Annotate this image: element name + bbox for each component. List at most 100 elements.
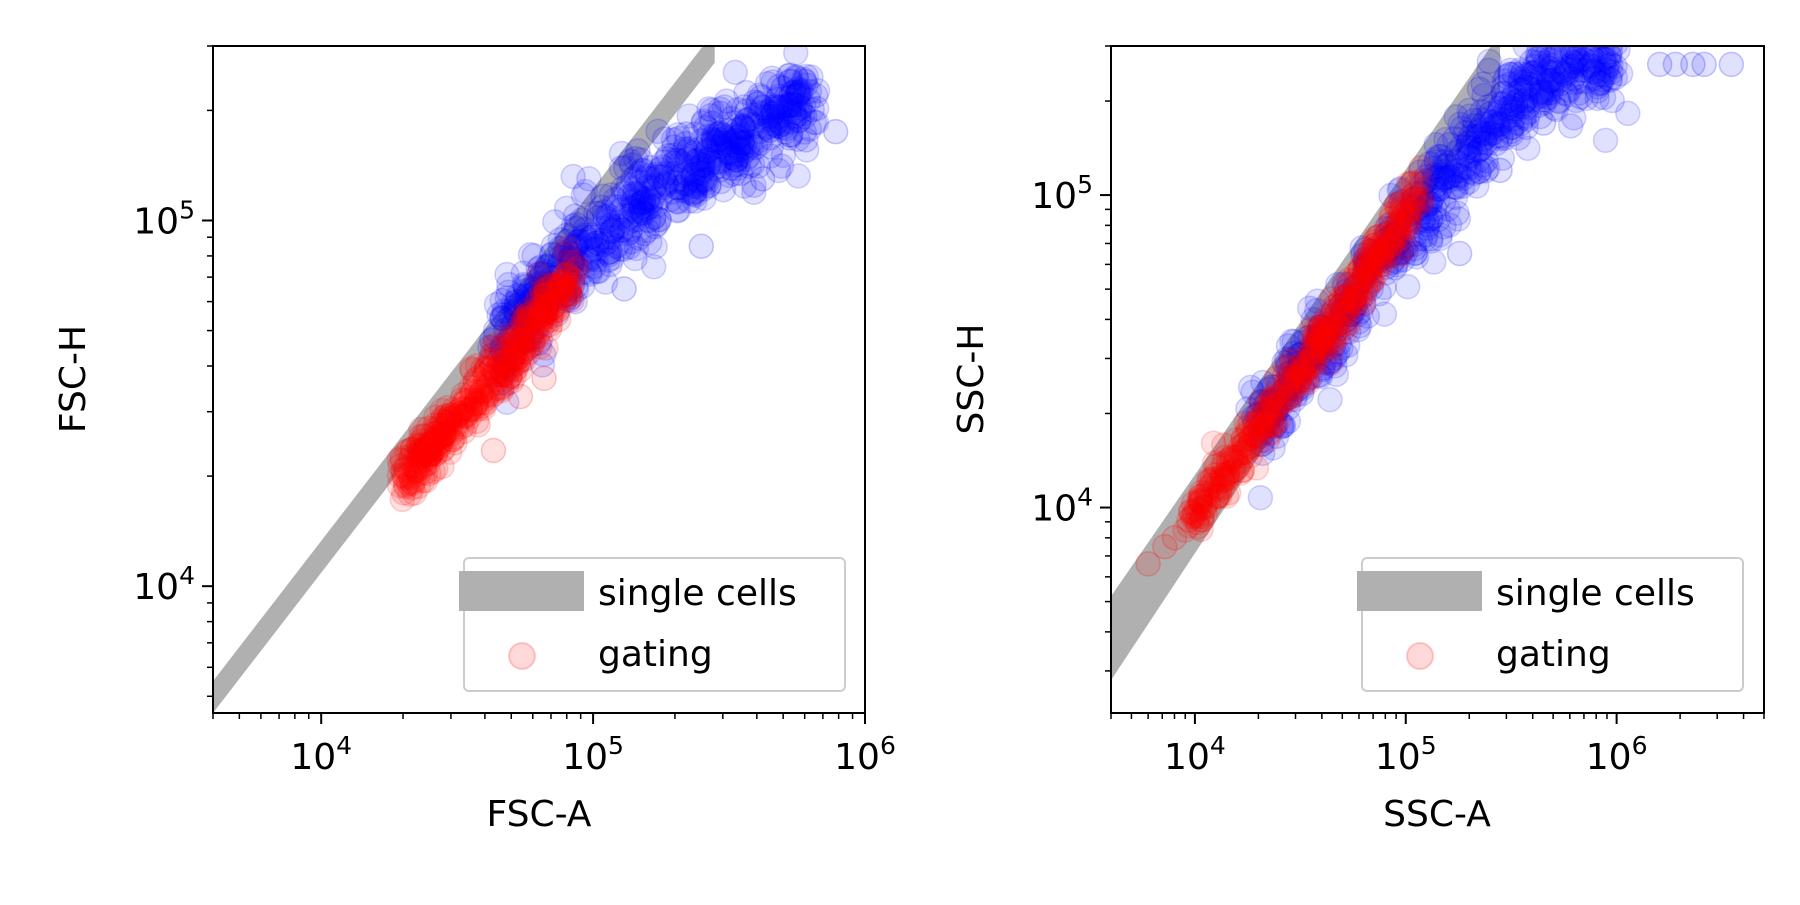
data-point — [506, 327, 532, 353]
data-point — [638, 166, 664, 192]
data-point — [1324, 339, 1351, 366]
data-point — [488, 304, 515, 331]
y-axis-label: FSC-H — [53, 325, 94, 433]
data-point — [642, 234, 668, 260]
data-point — [770, 75, 796, 101]
data-point — [706, 133, 733, 160]
data-point — [622, 145, 649, 172]
data-point — [1498, 86, 1525, 112]
data-point — [804, 78, 831, 104]
data-point — [1334, 283, 1360, 310]
data-point — [786, 100, 812, 127]
data-point — [1454, 135, 1481, 161]
data-point — [1557, 52, 1584, 79]
data-point — [653, 146, 680, 172]
data-point — [686, 160, 712, 186]
data-point — [513, 277, 539, 304]
data-point — [1484, 123, 1511, 149]
data-point — [1470, 71, 1496, 97]
data-point — [535, 262, 561, 289]
data-point — [585, 205, 611, 231]
data-point — [682, 182, 709, 209]
data-point — [439, 405, 466, 431]
data-point — [505, 350, 531, 376]
data-point — [449, 386, 475, 413]
data-point — [738, 105, 764, 132]
data-point — [1364, 250, 1390, 276]
data-point — [1275, 360, 1302, 387]
data-point — [401, 467, 427, 494]
data-point — [510, 309, 537, 335]
data-point — [638, 188, 664, 215]
data-point — [757, 106, 784, 133]
data-point — [534, 276, 560, 302]
data-point — [1401, 240, 1428, 267]
data-point — [523, 296, 549, 322]
data-point — [492, 349, 518, 376]
data-point — [689, 127, 715, 154]
data-point — [664, 175, 690, 201]
data-point — [1571, 46, 1597, 73]
data-point — [424, 425, 451, 451]
data-point — [543, 295, 570, 321]
data-point — [1597, 46, 1624, 65]
data-point — [571, 222, 598, 248]
data-point — [562, 245, 589, 272]
data-point — [430, 421, 456, 447]
data-point — [710, 177, 737, 203]
data-point — [506, 344, 533, 370]
data-point — [518, 310, 544, 337]
data-point — [534, 254, 560, 280]
data-point — [590, 183, 616, 209]
data-point — [621, 198, 648, 224]
data-point — [475, 382, 501, 408]
data-point — [546, 253, 573, 279]
data-point — [1561, 46, 1587, 61]
data-point — [538, 303, 564, 330]
data-point — [1485, 112, 1511, 139]
data-point — [701, 127, 727, 154]
data-point — [1584, 74, 1611, 100]
data-point — [1518, 60, 1544, 86]
data-point — [758, 134, 785, 160]
data-point — [1527, 103, 1554, 130]
data-point — [1393, 239, 1419, 266]
data-point — [698, 143, 724, 170]
data-point — [476, 372, 502, 399]
data-point — [401, 453, 427, 479]
data-point — [553, 222, 580, 248]
data-point — [1412, 203, 1438, 230]
data-point — [769, 111, 795, 138]
data-point — [721, 152, 748, 178]
data-point — [539, 295, 566, 321]
data-point — [682, 178, 708, 205]
data-point — [444, 402, 471, 428]
data-point — [559, 272, 586, 298]
data-point — [1404, 192, 1430, 218]
data-point — [562, 288, 588, 315]
data-point — [482, 366, 509, 393]
data-point — [549, 271, 575, 298]
data-point — [415, 415, 442, 442]
data-point — [670, 162, 696, 189]
data-point — [1247, 423, 1274, 449]
data-point — [1284, 376, 1311, 402]
data-point — [406, 434, 432, 460]
data-point — [1549, 46, 1576, 59]
data-point — [418, 440, 445, 466]
data-point — [625, 201, 652, 227]
data-point — [1399, 201, 1426, 227]
data-point — [562, 233, 589, 260]
data-point — [1352, 254, 1378, 281]
data-point — [418, 426, 445, 452]
data-point — [448, 395, 475, 422]
data-point — [416, 437, 442, 463]
data-point — [490, 362, 516, 388]
data-point — [637, 229, 663, 256]
data-point — [1449, 115, 1475, 142]
data-point — [757, 143, 784, 169]
data-point — [1519, 48, 1545, 75]
data-point — [406, 437, 433, 464]
data-point — [733, 79, 759, 106]
data-point — [690, 157, 716, 183]
